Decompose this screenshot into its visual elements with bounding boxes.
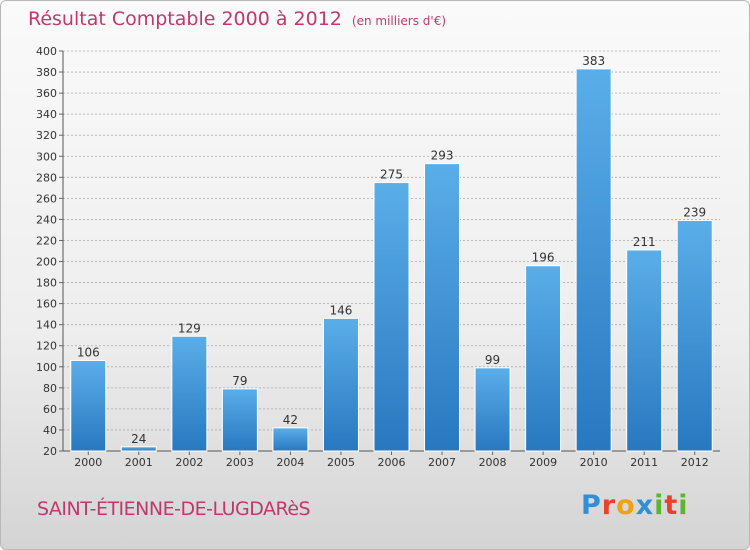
y-tick-label: 300 <box>36 150 57 163</box>
data-label: 293 <box>431 149 454 163</box>
x-tick-label: 2004 <box>276 456 304 469</box>
bar <box>424 163 461 452</box>
bar <box>171 335 208 452</box>
bar <box>70 359 107 452</box>
y-tick-label: 180 <box>36 277 57 290</box>
logo-letter: x <box>635 490 655 521</box>
commune-name: SAINT-ÉTIENNE-DE-LUGDARèS <box>37 498 311 520</box>
bar <box>474 367 511 452</box>
chart-title: Résultat Comptable 2000 à 2012 (en millie… <box>28 8 446 30</box>
x-tick-label: 2008 <box>479 456 507 469</box>
y-tick-label: 140 <box>36 319 57 332</box>
bar <box>626 249 663 452</box>
bar <box>120 446 157 452</box>
x-tick-label: 2005 <box>327 456 355 469</box>
data-label: 129 <box>178 321 201 335</box>
y-tick-label: 60 <box>43 403 57 416</box>
data-label: 211 <box>633 235 656 249</box>
proxiti-logo[interactable]: Proxiti <box>581 490 689 521</box>
bar <box>676 219 713 452</box>
x-tick-label: 2007 <box>428 456 456 469</box>
data-label: 383 <box>582 54 605 68</box>
data-label: 196 <box>532 251 555 265</box>
y-tick-label: 40 <box>43 424 57 437</box>
x-tick-label: 2012 <box>681 456 709 469</box>
y-tick-label: 220 <box>36 234 57 247</box>
x-tick-label: 2010 <box>580 456 608 469</box>
bars <box>70 68 713 452</box>
y-tick-label: 320 <box>36 129 57 142</box>
data-label: 275 <box>380 168 403 182</box>
logo-letter: i <box>678 490 689 521</box>
data-label: 79 <box>232 374 247 388</box>
y-tick-label: 240 <box>36 213 57 226</box>
data-label: 42 <box>283 413 298 427</box>
y-tick-label: 280 <box>36 171 57 184</box>
y-tick-label: 200 <box>36 256 57 269</box>
bar <box>575 68 612 452</box>
x-tick-label: 2000 <box>74 456 102 469</box>
data-label: 106 <box>77 345 100 359</box>
y-tick-label: 160 <box>36 298 57 311</box>
data-label: 239 <box>683 205 706 219</box>
bar <box>221 388 258 452</box>
y-tick-label: 120 <box>36 340 57 353</box>
bar <box>272 427 309 452</box>
logo-letter: i <box>654 490 665 521</box>
y-tick-label: 80 <box>43 382 57 395</box>
bar <box>525 265 562 452</box>
y-tick-label: 360 <box>36 87 57 100</box>
x-tick-label: 2011 <box>630 456 658 469</box>
data-label: 99 <box>485 353 500 367</box>
logo-letter: o <box>616 490 636 521</box>
bar <box>373 182 410 452</box>
y-tick-label: 260 <box>36 192 57 205</box>
data-label: 24 <box>131 432 146 446</box>
y-tick-label: 20 <box>43 445 57 458</box>
logo-letter: r <box>601 490 617 521</box>
x-tick-label: 2002 <box>175 456 203 469</box>
title-text: Résultat Comptable 2000 à 2012 <box>28 8 342 30</box>
logo-letter: P <box>581 490 602 521</box>
labels: 20 40 60 80 100 120 140 160 180 200 220 240 260 280 30… <box>36 45 709 469</box>
y-tick-label: 340 <box>36 108 57 121</box>
logo-letter: t <box>664 490 679 521</box>
x-tick-label: 2001 <box>125 456 153 469</box>
y-tick-label: 380 <box>36 66 57 79</box>
chart-subtitle: (en milliers d'€) <box>351 14 447 28</box>
y-tick-label: 100 <box>36 361 57 374</box>
x-tick-label: 2003 <box>226 456 254 469</box>
x-tick-label: 2006 <box>378 456 406 469</box>
y-tick-label: 400 <box>36 45 57 58</box>
x-tick-label: 2009 <box>529 456 557 469</box>
bar <box>322 317 359 452</box>
data-label: 146 <box>330 303 353 317</box>
